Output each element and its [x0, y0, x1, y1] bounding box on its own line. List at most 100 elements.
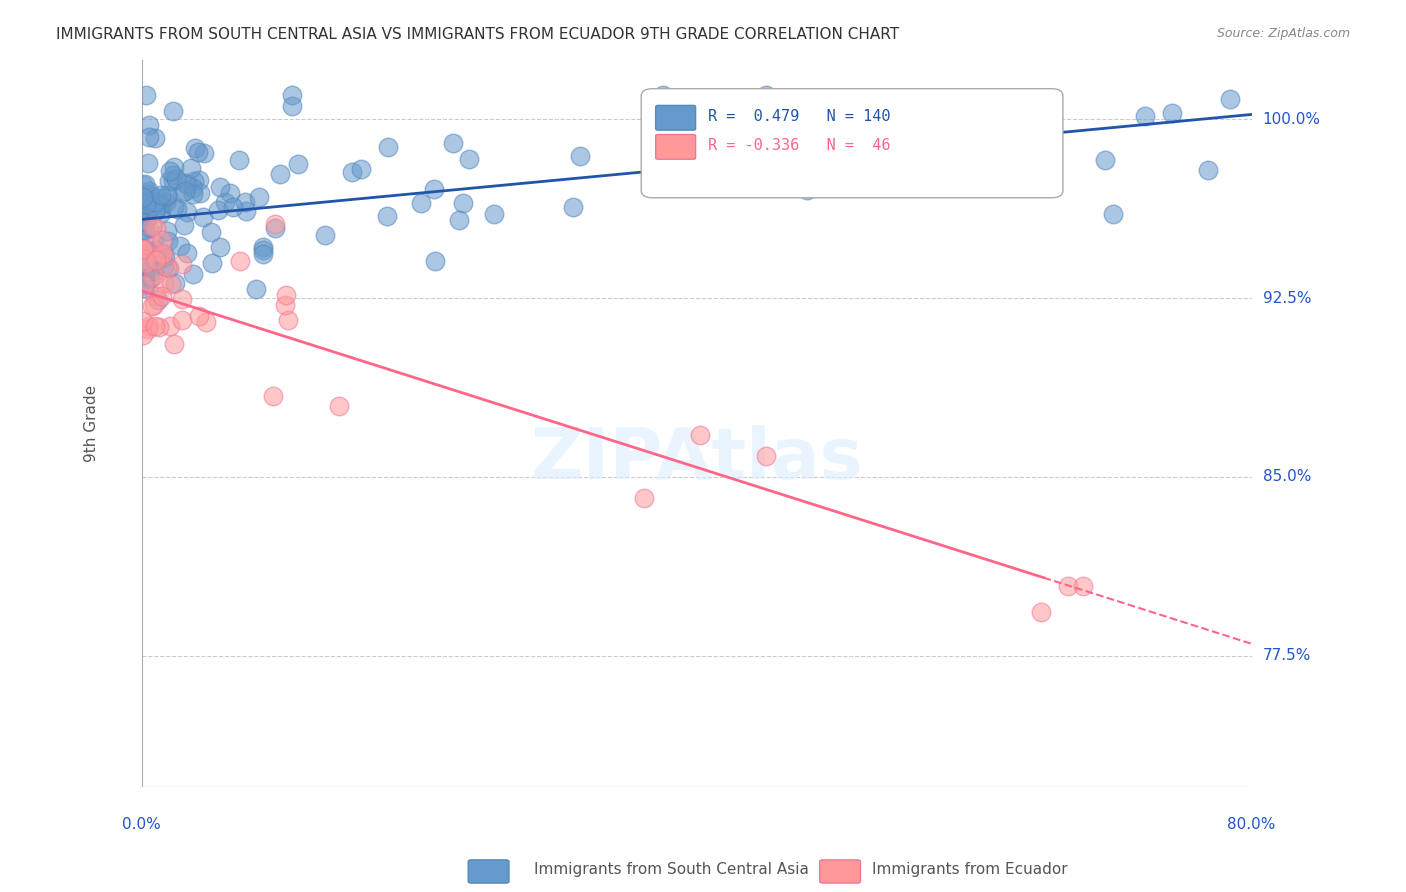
Point: [132, 241, 155, 255]
Point: [132, 242, 155, 256]
Point: [141, 299, 163, 313]
Point: [1057, 579, 1080, 593]
Point: [176, 246, 198, 260]
Point: [868, 106, 890, 120]
Text: 0.0%: 0.0%: [122, 817, 162, 832]
Point: [181, 267, 204, 281]
Point: [755, 88, 778, 103]
Point: [132, 265, 155, 279]
Point: [1135, 110, 1157, 124]
Point: [136, 209, 159, 223]
Point: [150, 206, 173, 220]
Point: [207, 202, 229, 217]
Point: [1219, 92, 1241, 106]
Point: [138, 248, 160, 262]
Point: [157, 260, 180, 275]
Point: [132, 190, 155, 204]
Point: [139, 271, 162, 285]
Point: [233, 194, 256, 209]
Point: [153, 260, 176, 274]
Point: [724, 170, 747, 185]
Point: [633, 491, 655, 505]
Point: [200, 225, 222, 239]
Point: [132, 278, 155, 293]
Point: [569, 149, 592, 163]
Point: [150, 289, 173, 303]
Point: [187, 145, 209, 159]
Point: [138, 118, 160, 132]
Point: [873, 162, 896, 177]
Point: [138, 184, 160, 198]
Point: [132, 314, 155, 328]
Point: [150, 233, 173, 247]
Point: [252, 247, 274, 261]
Point: [156, 187, 179, 202]
Point: [132, 223, 155, 237]
FancyBboxPatch shape: [641, 88, 1063, 198]
Point: [176, 178, 198, 192]
Point: [183, 174, 205, 188]
Point: [689, 428, 711, 442]
Text: 85.0%: 85.0%: [1263, 469, 1310, 484]
Point: [803, 121, 825, 136]
Point: [132, 178, 155, 193]
Point: [755, 450, 778, 464]
Point: [150, 245, 173, 260]
Point: [184, 141, 207, 155]
Point: [423, 182, 446, 196]
Point: [176, 205, 198, 219]
Text: Source: ZipAtlas.com: Source: ZipAtlas.com: [1216, 27, 1350, 40]
Point: [342, 164, 364, 178]
Point: [375, 210, 398, 224]
Point: [314, 228, 336, 243]
Point: [208, 180, 231, 194]
Point: [172, 313, 194, 327]
Point: [159, 164, 181, 178]
Point: [228, 254, 250, 268]
Point: [155, 251, 177, 265]
Text: Immigrants from Ecuador: Immigrants from Ecuador: [872, 863, 1067, 877]
Point: [328, 400, 350, 414]
Point: [136, 220, 159, 235]
Point: [720, 154, 742, 169]
Point: [221, 200, 243, 214]
Point: [146, 247, 169, 261]
Point: [143, 289, 166, 303]
FancyBboxPatch shape: [655, 105, 696, 130]
Point: [180, 161, 202, 176]
Point: [166, 202, 188, 217]
Point: [152, 247, 174, 261]
Point: [138, 130, 160, 145]
Point: [1161, 105, 1184, 120]
Point: [143, 131, 166, 145]
Point: [235, 203, 257, 218]
Point: [134, 281, 156, 295]
Point: [142, 233, 165, 247]
Point: [451, 195, 474, 210]
Point: [136, 322, 159, 336]
Point: [173, 176, 195, 190]
Point: [138, 245, 160, 260]
Point: [142, 298, 165, 312]
Point: [287, 156, 309, 170]
Point: [735, 118, 758, 132]
Point: [132, 266, 155, 280]
Point: [277, 313, 299, 327]
Point: [135, 201, 157, 215]
Point: [145, 244, 167, 258]
Point: [274, 298, 297, 312]
Point: [138, 186, 160, 201]
Point: [200, 256, 222, 270]
Point: [132, 327, 155, 342]
Text: R = -0.336   N =  46: R = -0.336 N = 46: [707, 138, 890, 153]
Point: [152, 250, 174, 264]
Point: [796, 184, 818, 198]
Text: 77.5%: 77.5%: [1263, 648, 1310, 664]
Point: [350, 162, 373, 177]
Point: [1101, 207, 1123, 221]
Point: [165, 172, 187, 186]
Point: [132, 213, 155, 227]
Point: [146, 190, 169, 204]
Point: [162, 174, 184, 188]
Point: [482, 207, 505, 221]
